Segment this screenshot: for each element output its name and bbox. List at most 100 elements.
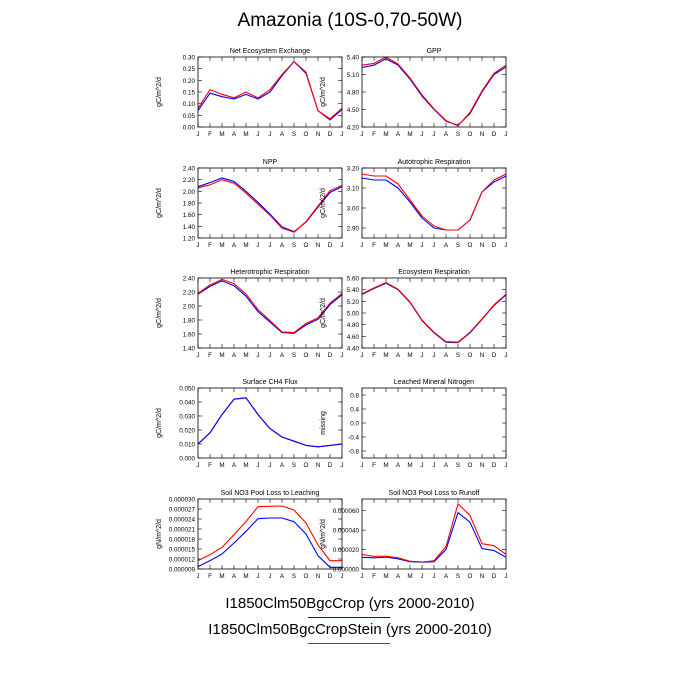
x-tick-label: F xyxy=(372,352,376,359)
x-tick-label: J xyxy=(340,131,343,138)
x-tick-label: M xyxy=(383,462,388,469)
series-line-0 xyxy=(361,512,507,563)
y-tick-label: 0.010 xyxy=(179,442,195,449)
x-tick-label: F xyxy=(208,573,212,580)
x-tick-label: F xyxy=(372,131,376,138)
x-tick-label: J xyxy=(340,352,343,359)
y-tick-label: 2.00 xyxy=(183,304,196,311)
x-tick-label: S xyxy=(292,462,296,469)
x-tick-label: M xyxy=(407,352,412,359)
x-tick-label: O xyxy=(304,242,309,249)
y-axis-label: gC/m^2/d xyxy=(320,298,327,328)
series-line-0 xyxy=(197,517,342,568)
panel-title: GPP xyxy=(427,48,442,55)
x-tick-label: J xyxy=(420,352,423,359)
y-tick-label: -0.8 xyxy=(348,449,359,456)
y-tick-label: 0.020 xyxy=(179,428,195,435)
x-tick-label: M xyxy=(219,242,224,249)
panel-title: NPP xyxy=(263,159,278,166)
y-tick-label: 0.10 xyxy=(183,101,196,108)
y-tick-label: 2.90 xyxy=(347,226,360,233)
y-axis-label: gC/m^2/d xyxy=(156,77,163,107)
x-tick-label: D xyxy=(328,462,333,469)
x-tick-label: J xyxy=(504,352,507,359)
x-tick-label: S xyxy=(456,573,460,580)
panel-title: Soil NO3 Pool Loss to Runoff xyxy=(389,490,480,497)
series-line-0 xyxy=(197,280,343,334)
series-line-1 xyxy=(361,503,507,563)
y-tick-label: 4.40 xyxy=(347,346,360,353)
y-tick-label: 5.10 xyxy=(347,72,360,79)
y-tick-label: 0.000012 xyxy=(169,557,196,564)
plot-frame xyxy=(361,56,507,128)
legend-label-2: I1850Clm50BgcCropStein (yrs 2000-2010) xyxy=(208,621,492,638)
x-tick-label: N xyxy=(480,352,485,359)
x-tick-label: A xyxy=(444,131,449,138)
y-tick-label: 2.40 xyxy=(183,166,196,173)
y-tick-label: 0.000000 xyxy=(333,567,360,574)
x-tick-label: J xyxy=(504,573,507,580)
y-tick-label: 3.20 xyxy=(347,166,360,173)
y-tick-label: 5.60 xyxy=(347,276,360,283)
x-tick-label: O xyxy=(304,462,309,469)
x-tick-label: M xyxy=(407,242,412,249)
plot-frame xyxy=(197,167,343,239)
x-tick-label: M xyxy=(383,573,388,580)
legend-swatch-1 xyxy=(308,617,390,618)
x-tick-label: A xyxy=(444,352,449,359)
y-tick-label: 1.80 xyxy=(183,318,196,325)
x-tick-label: J xyxy=(196,242,199,249)
panel-3: Autotrophic Respiration gC/m^2/d 2.90 3.00 3… xyxy=(320,159,508,249)
x-tick-label: N xyxy=(316,131,321,138)
panel-9: Soil NO3 Pool Loss to Runoff gN/m^2/d 0.00… xyxy=(320,490,508,580)
y-tick-label: 0.000021 xyxy=(169,527,196,534)
x-tick-label: J xyxy=(196,352,199,359)
y-axis-label: gC/m^2/d xyxy=(156,188,163,218)
x-tick-label: M xyxy=(219,462,224,469)
x-tick-label: M xyxy=(407,573,412,580)
plot-frame xyxy=(361,498,507,570)
y-tick-label: 0.000024 xyxy=(169,517,196,524)
x-tick-label: J xyxy=(268,131,271,138)
panel-5: Ecosystem Respiration gC/m^2/d 4.40 4.60 4.8… xyxy=(320,269,508,359)
x-tick-label: J xyxy=(256,352,259,359)
x-tick-label: J xyxy=(360,352,363,359)
x-tick-label: M xyxy=(243,573,248,580)
x-tick-label: A xyxy=(280,131,285,138)
x-tick-label: O xyxy=(468,242,473,249)
x-tick-label: J xyxy=(420,573,423,580)
y-tick-label: 5.00 xyxy=(347,311,360,318)
x-tick-label: J xyxy=(256,242,259,249)
y-tick-label: 3.00 xyxy=(347,206,360,213)
x-tick-label: A xyxy=(280,242,285,249)
x-tick-label: F xyxy=(208,131,212,138)
x-tick-label: A xyxy=(280,462,285,469)
panel-8: Soil NO3 Pool Loss to Leaching gN/m^2/d 0.… xyxy=(156,490,344,580)
x-tick-label: J xyxy=(268,242,271,249)
x-tick-label: S xyxy=(292,131,296,138)
y-axis-label: gN/m^2/d xyxy=(320,519,327,549)
panel-6: Surface CH4 Flux gC/m^2/d 0.000 0.010 0.020 0… xyxy=(156,379,344,469)
y-tick-label: 0.000020 xyxy=(333,547,360,554)
x-tick-label: A xyxy=(396,462,401,469)
x-tick-label: D xyxy=(492,352,497,359)
x-tick-label: J xyxy=(268,573,271,580)
y-tick-label: 5.40 xyxy=(347,55,360,62)
legend-label-1: I1850Clm50BgcCrop (yrs 2000-2010) xyxy=(225,595,475,612)
y-tick-label: 1.20 xyxy=(183,236,196,243)
x-tick-label: A xyxy=(444,573,449,580)
x-tick-label: M xyxy=(243,352,248,359)
y-tick-label: 0.0 xyxy=(350,421,359,428)
panel-title: Net Ecosystem Exchange xyxy=(230,48,310,55)
x-tick-label: S xyxy=(292,573,296,580)
x-tick-label: D xyxy=(492,573,497,580)
y-tick-label: 4.50 xyxy=(347,107,360,114)
y-tick-label: 2.00 xyxy=(183,189,196,196)
plot-frame xyxy=(197,498,343,570)
x-tick-label: O xyxy=(468,573,473,580)
x-tick-label: M xyxy=(383,131,388,138)
y-tick-label: 3.10 xyxy=(347,186,360,193)
y-tick-label: 0.15 xyxy=(183,90,196,97)
